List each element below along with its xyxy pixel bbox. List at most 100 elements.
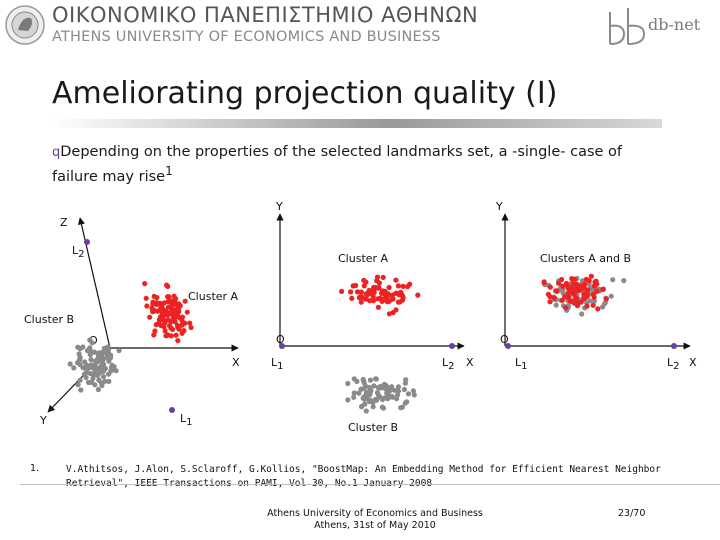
right-2d-panel: Y X O L1 L2 Clusters A and B [495,200,697,372]
cluster-point [171,317,177,323]
cluster-point [591,283,598,289]
cluster-point [345,380,351,387]
cluster-point [87,345,93,351]
title-underline [52,119,662,128]
cluster-point [415,292,421,298]
cluster-point [176,301,182,307]
cluster-point [88,357,94,363]
cluster-point [360,376,366,383]
cluster-point [553,302,559,308]
cluster-point [162,328,168,334]
cluster-point [554,288,560,294]
cluster-point [92,364,98,370]
cluster-point [588,273,594,279]
cluster-point [361,283,367,289]
cluster-point [76,351,82,357]
cluster-point [188,324,194,331]
cluster-point [96,377,102,383]
cluster-point [398,289,404,295]
cluster-point [591,298,598,304]
cluster-point [100,374,107,380]
slide-footer: Athens University of Economics and Busin… [210,508,540,532]
footnote-number: 1. [30,463,40,474]
landmark-l2-point [84,239,90,245]
cluster-point [556,280,562,286]
cluster-point [100,356,106,362]
cluster-point [339,288,345,294]
cluster-point [370,298,376,304]
cluster-b-label: Cluster B [24,313,74,326]
cluster-point [595,306,601,312]
cluster-point [390,309,396,316]
axis-x-label: X [466,356,474,369]
cluster-point [569,289,576,295]
origin-label: O [276,333,285,346]
cluster-point [382,385,388,391]
cluster-point [586,278,592,284]
origin-label: O [89,334,98,347]
cluster-point [411,392,417,398]
cluster-point [547,299,553,305]
cluster-point [403,377,409,383]
cluster-point [380,274,386,280]
cluster-point [574,303,581,309]
cluster-point [405,284,411,290]
cluster-point [582,291,588,297]
cluster-a-label: Cluster A [338,252,389,265]
cluster-point [87,337,93,343]
projection-diagram: Z X Y O L2 L1 Cluster A Cluster B Y X O … [24,200,697,434]
cluster-point [578,299,584,305]
bullet-point: qDepending on the properties of the sele… [52,143,667,187]
cluster-point [358,299,364,305]
cluster-point [85,379,92,386]
landmark-l2-point [671,343,677,349]
cluster-point [92,382,98,388]
cluster-point [384,390,390,396]
cluster-point [353,282,359,289]
landmark-l1-point [279,343,285,349]
landmark-l1-label: L1 [515,356,528,372]
landmark-l2-label: L2 [72,244,85,260]
cluster-point [395,384,402,390]
cluster-point [363,296,369,302]
cluster-point [173,296,179,302]
cluster-point [106,378,112,384]
cluster-point [111,364,117,370]
cluster-point [592,279,599,285]
cluster-point [376,280,382,286]
cluster-point [171,302,177,308]
axis-y-label: Y [39,414,47,427]
cluster-point [381,381,388,387]
cluster-point [590,302,596,308]
cluster-point [164,282,170,288]
cluster-point [560,290,566,296]
cluster-point [87,370,93,377]
cluster-point [158,314,164,320]
landmark-l2-label: L2 [442,356,455,372]
cluster-point [159,310,166,316]
db-net-logo: db-net [609,8,701,45]
cluster-point [77,362,83,368]
cluster-point [400,295,406,301]
footnote-text: V.Athitsos, J.Alon, S.Sclaroff, G.Kollio… [66,464,661,489]
cluster-point [574,295,580,302]
axis-x-label: X [689,356,697,369]
cluster-point [382,291,388,297]
cluster-point [154,300,160,306]
middle-2d-panel: Y X O L1 L2 Cluster A Cluster B [271,200,474,434]
cluster-point [144,303,150,309]
cluster-point [187,320,193,326]
cluster-point [173,332,179,338]
cluster-point [78,387,84,393]
cluster-point [170,326,176,332]
cluster-point [392,387,398,393]
cluster-point [166,323,173,329]
cluster-point [106,350,112,357]
cluster-point [163,333,169,339]
cluster-point [382,395,388,401]
cluster-a-points [339,274,421,317]
cluster-point [94,357,100,363]
cluster-point [370,404,376,410]
cluster-point [75,382,81,388]
cluster-point [375,296,381,302]
